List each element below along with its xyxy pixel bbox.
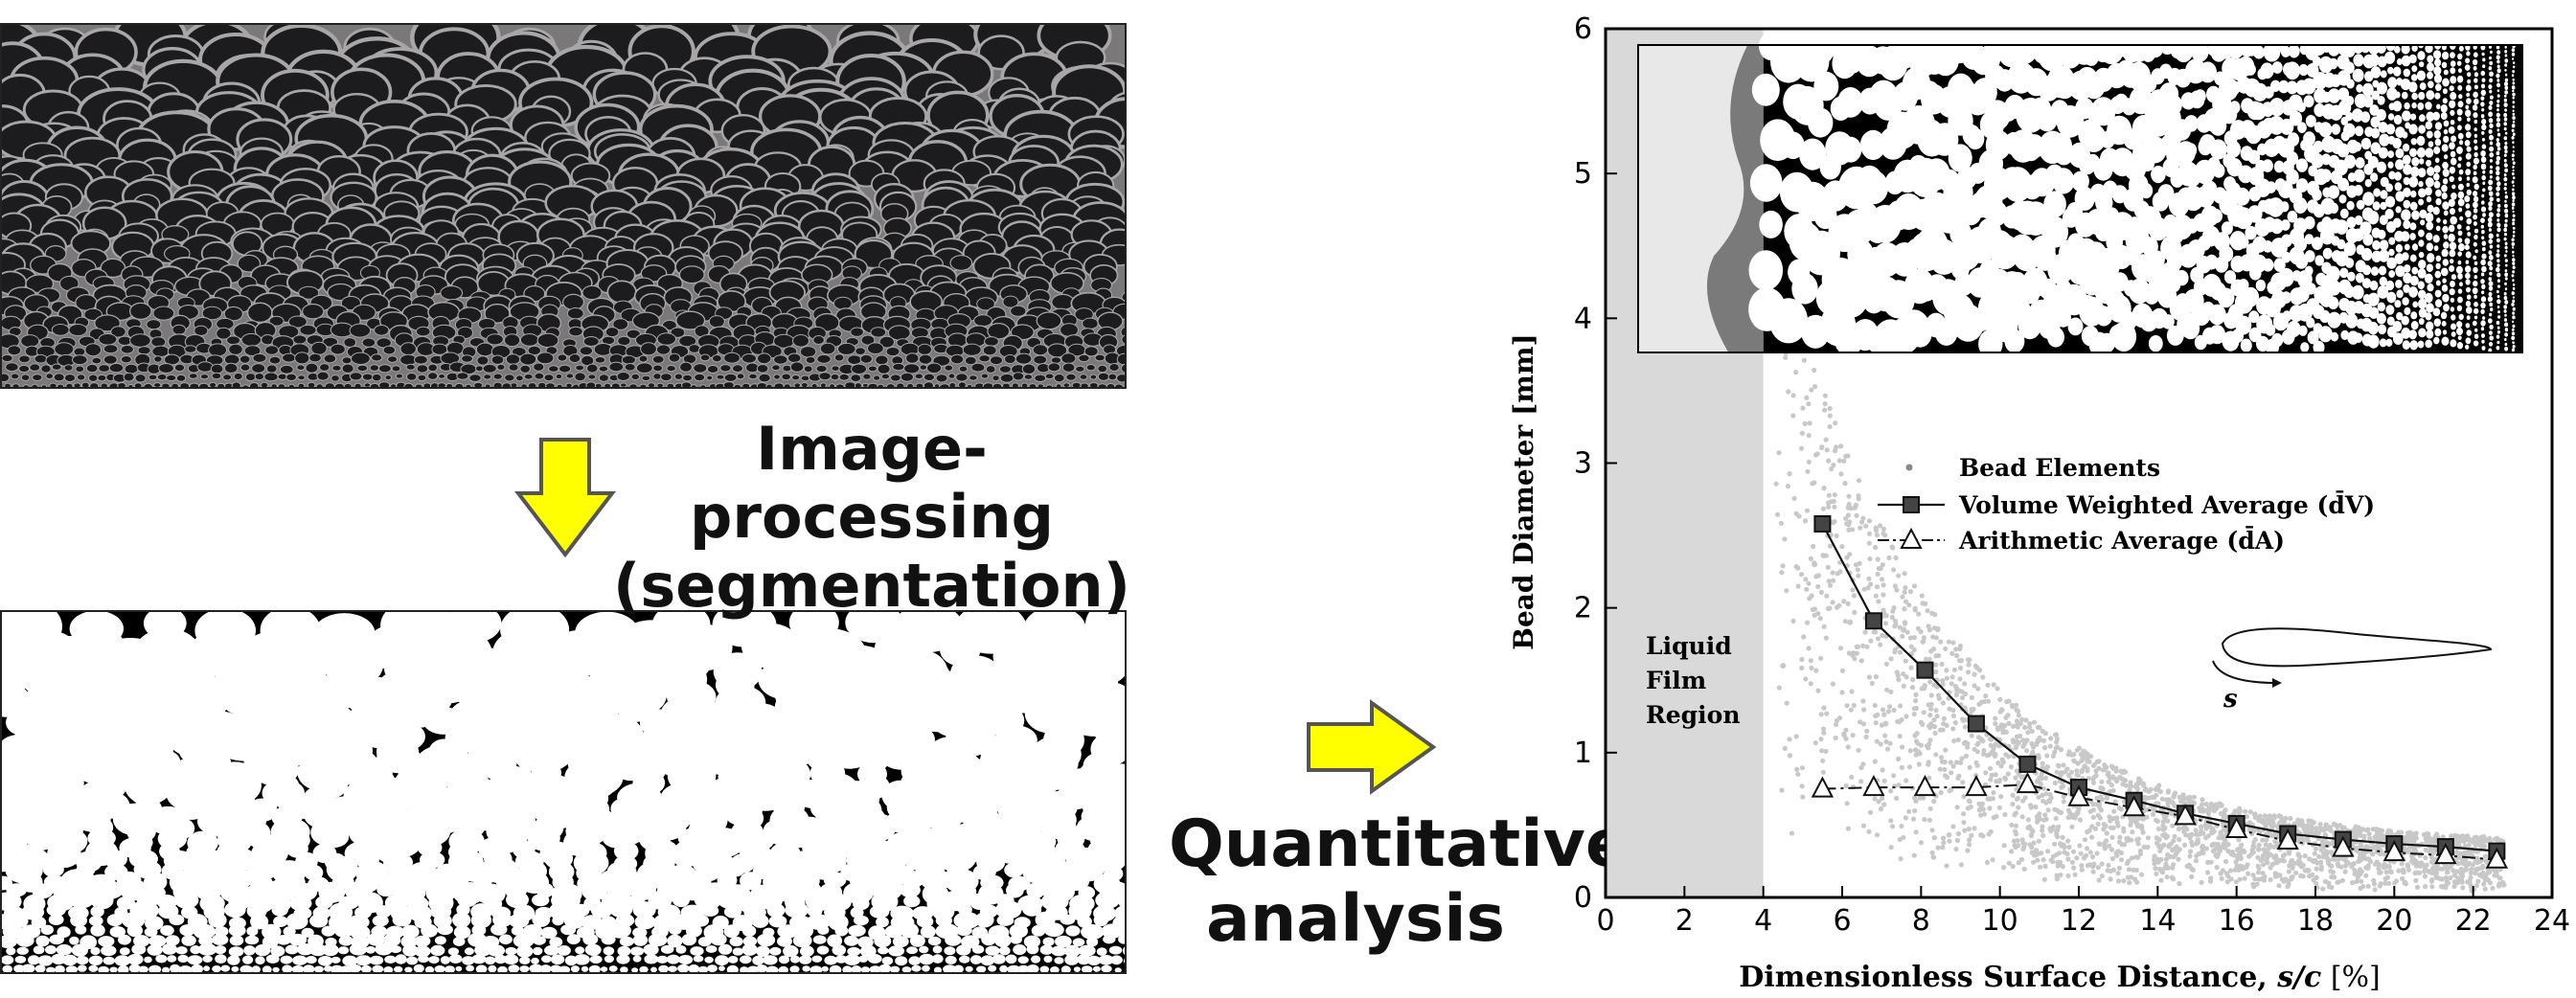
droplet-photo	[0, 23, 1127, 389]
x-tick-label: 14	[2139, 904, 2176, 938]
processing-label: Image-processing (segmentation)	[604, 415, 1140, 620]
legend-arithmetic-label: Arithmetic Average (d̄A)	[1958, 526, 2285, 555]
arithmetic-average-marker	[2174, 804, 2197, 826]
legend-bead-label: Bead Elements	[1959, 454, 2160, 482]
liquid-film-label: Film	[1646, 667, 1706, 694]
legend-volume-marker	[1903, 496, 1920, 513]
x-tick-label: 8	[1912, 904, 1930, 938]
liquid-film-label: Liquid	[1646, 632, 1732, 660]
y-axis-label: Bead Diameter [mm]	[1508, 333, 1539, 649]
segmented-image-drawing	[2, 612, 1125, 972]
arithmetic-average-marker	[2434, 843, 2457, 865]
arithmetic-average-marker	[1811, 776, 1835, 798]
volume-weighted-marker	[2018, 755, 2037, 773]
arithmetic-average-marker	[2276, 828, 2299, 851]
x-tick-label: 22	[2455, 904, 2492, 938]
arithmetic-average-marker	[2225, 816, 2248, 838]
down-arrow-icon	[513, 438, 617, 558]
legend-bead-marker	[1905, 464, 1913, 471]
airfoil-s-label: s	[2223, 685, 2238, 714]
y-tick-label: 1	[1574, 737, 1592, 770]
x-tick-label: 18	[2297, 904, 2334, 938]
inset-segmented-image	[1637, 30, 2523, 362]
x-tick-label: 4	[1754, 904, 1772, 938]
x-tick-label: 20	[2376, 904, 2412, 938]
arithmetic-average-marker	[2382, 839, 2405, 862]
bead-element-point	[1780, 663, 1787, 669]
analysis-label-line2: analysis	[1205, 881, 1506, 958]
arithmetic-average-marker	[2122, 795, 2146, 817]
arithmetic-average-marker	[2016, 771, 2040, 794]
arithmetic-average-marker	[2067, 784, 2090, 806]
volume-weighted-marker	[1813, 514, 1832, 533]
arithmetic-average-marker	[1913, 774, 1937, 797]
arithmetic-average-marker	[2332, 835, 2355, 857]
airfoil-icon	[2221, 627, 2493, 668]
arithmetic-average-marker	[1862, 774, 1885, 797]
segmented-image	[0, 610, 1127, 974]
processing-label-line2: (segmentation)	[613, 550, 1130, 621]
legend-volume-label: Volume Weighted Average (d̄V)	[1958, 490, 2375, 519]
y-tick-label: 6	[1574, 12, 1592, 46]
analysis-label-line1: Quantitative	[1169, 806, 1630, 882]
legend-arithmetic-marker	[1900, 527, 1923, 549]
bead-element-point	[2099, 785, 2106, 792]
x-tick-label: 12	[2061, 904, 2097, 938]
volume-weighted-marker	[1967, 714, 1985, 733]
surface-arrowhead-icon	[2272, 678, 2282, 688]
segmented-blobs	[2, 612, 1125, 972]
bead-element-point	[2466, 851, 2473, 857]
processing-label-line1: Image-processing	[690, 414, 1054, 553]
bead-element-point	[1847, 619, 1854, 625]
right-arrow-icon	[1307, 699, 1437, 795]
y-tick-label: 0	[1574, 881, 1592, 915]
y-tick-label: 4	[1574, 302, 1592, 335]
surface-arrow-icon	[2212, 660, 2273, 684]
y-tick-label: 3	[1574, 447, 1592, 481]
arithmetic-average-marker	[1965, 774, 1988, 797]
bead-element-point	[1812, 561, 1818, 568]
x-tick-label: 6	[1833, 904, 1851, 938]
x-tick-label: 24	[2534, 904, 2570, 938]
droplet-photo-drawing	[2, 25, 1125, 387]
x-tick-label: 10	[1982, 904, 2018, 938]
liquid-film-label: Region	[1646, 701, 1741, 729]
x-axis-label: Dimensionless Surface Distance, s/c [%]	[1739, 961, 2381, 994]
x-tick-label: 0	[1596, 904, 1614, 938]
volume-weighted-marker	[1864, 612, 1882, 630]
analysis-label: Quantitative analysis	[1169, 806, 1630, 958]
photo-droplets	[2, 25, 1125, 387]
x-tick-label: 2	[1676, 904, 1694, 938]
x-tick-label: 16	[2219, 904, 2255, 938]
bead-element-point	[1989, 749, 1995, 756]
y-tick-label: 2	[1574, 592, 1592, 625]
volume-weighted-marker	[1916, 661, 1934, 679]
y-tick-label: 5	[1574, 157, 1592, 191]
arithmetic-average-marker	[2485, 847, 2509, 869]
bead-element-point	[1882, 720, 1889, 727]
bead-element-point	[2044, 763, 2051, 770]
